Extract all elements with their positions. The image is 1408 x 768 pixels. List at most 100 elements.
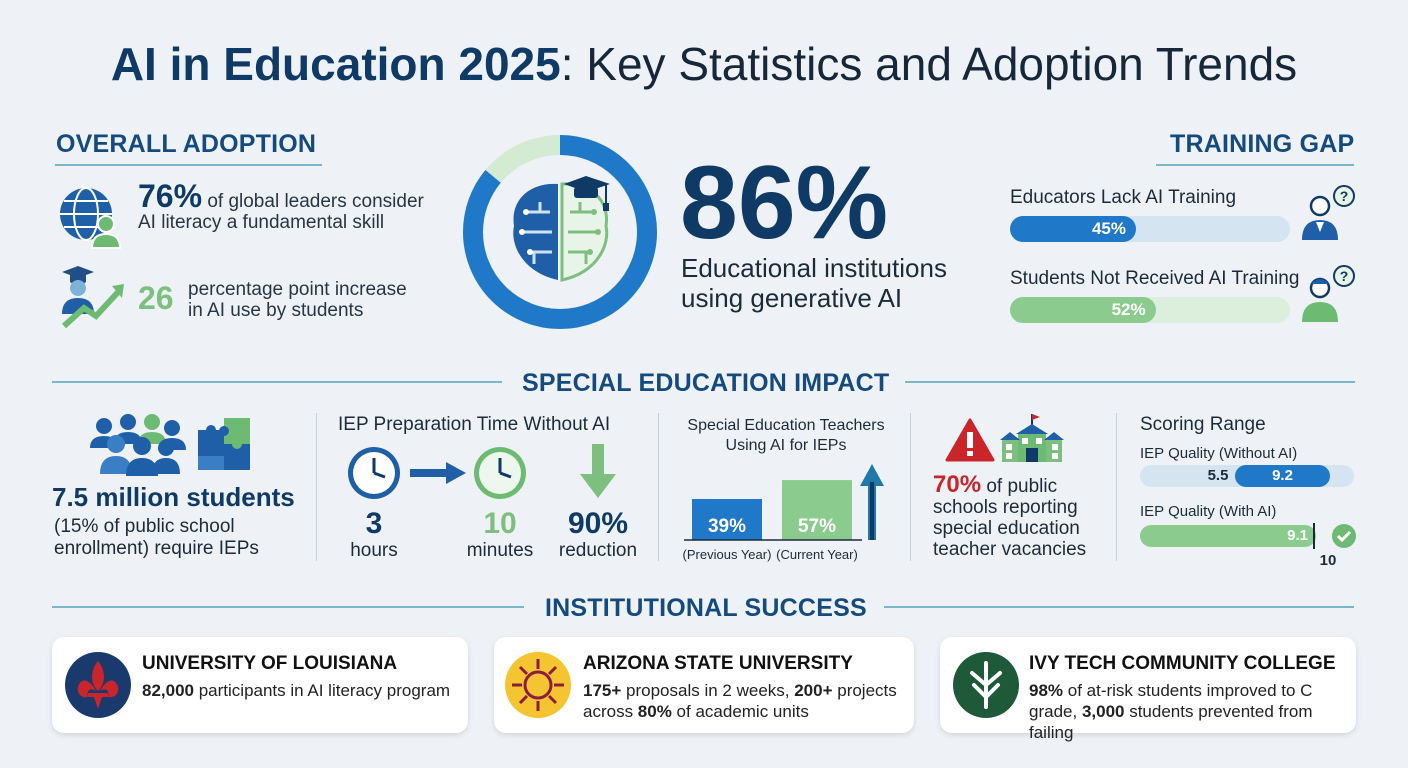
teachers-ai-bar-chart: 39% 57% (Previous Year) (Current Year) [683, 464, 884, 562]
institutions-description: Educational institutions using generativ… [681, 253, 981, 313]
vacancies-text-a: of public [986, 476, 1058, 497]
special-ed-heading: SPECIAL EDUCATION IMPACT [522, 369, 890, 397]
clock-icon [474, 447, 526, 499]
center-desc-b: using generative AI [681, 283, 903, 313]
teachers-bar-previous [692, 498, 762, 540]
overall-adoption-heading: OVERALL ADOPTION [56, 130, 317, 158]
teachers-bar-current [782, 480, 852, 540]
page-title: AI in Education 2025: Key Statistics and… [0, 36, 1408, 92]
card2-b3: 80% [637, 702, 672, 721]
card2-t1: proposals in 2 weeks, [621, 681, 795, 700]
ring-fill [463, 135, 657, 329]
with-ai-max: 10 [1319, 552, 1337, 569]
student-question-icon: ? [1302, 265, 1355, 322]
teacher-question-icon: ? [1302, 185, 1355, 240]
training-bar-label-0: Educators Lack AI Training [1010, 187, 1237, 208]
puzzle-icon [198, 418, 250, 470]
without-ai-low: 5.5 [1207, 467, 1229, 484]
institutions-percentage: 86% [680, 145, 889, 261]
iep-after-value: 10 [483, 507, 517, 540]
card3-line2-pre: grade, [1029, 702, 1082, 721]
adoption-ring-chart [463, 135, 657, 329]
students-iep-value: 7.5 million students [52, 482, 295, 512]
scoring-range-title: Scoring Range [1140, 414, 1266, 435]
teachers-ai-title: Special Education Teachers Using AI for … [668, 416, 904, 456]
graduate-growth-icon [61, 266, 124, 329]
card1-b1: 82,000 [142, 681, 194, 700]
school-icon [1000, 414, 1064, 462]
card2-t2: projects [832, 681, 897, 700]
title-part2: : Key Statistics and Adoption Trends [560, 38, 1298, 90]
card1-t1: participants in AI literacy program [194, 681, 451, 700]
card3-t2: students prevented from failing [1029, 702, 1313, 742]
column-divider-1 [316, 413, 317, 561]
teachers-bar-label-1: (Current Year) [776, 547, 858, 562]
center-desc-a: Educational institutions [681, 253, 947, 283]
graduation-cap-icon [564, 176, 610, 211]
stat1-text-a: of global leaders consider [207, 191, 424, 212]
stat-global-leaders: 76% of global leaders consider AI litera… [138, 180, 458, 233]
card2-b1: 175+ [583, 681, 622, 700]
arrow-right-icon [410, 462, 466, 484]
card3-text: 98% of at-risk students improved to C gr… [1029, 680, 1351, 743]
teachers-title-a: Special Education Teachers [687, 417, 885, 434]
stat-student-ai-use: percentage point increase in AI use by s… [188, 279, 448, 321]
institutional-rule-left [52, 606, 524, 608]
card-ivy-tech: IVY TECH COMMUNITY COLLEGE 98% of at-ris… [940, 637, 1356, 742]
vacancies-value: 70% [933, 471, 982, 498]
warning-icon [945, 418, 995, 462]
card2-line2-pre: across [583, 702, 638, 721]
iep-before-unit: hours [350, 540, 398, 561]
card3-b1: 98% [1029, 681, 1064, 700]
iep-prep-title: IEP Preparation Time Without AI [338, 414, 611, 435]
without-ai-high: 9.2 [1272, 467, 1293, 484]
stat2-value: 26 [138, 280, 174, 316]
card1-name: UNIVERSITY OF LOUISIANA [142, 653, 398, 674]
ivy-tech-logo-icon [953, 652, 1019, 718]
vacancies-text-c: special education [933, 518, 1080, 539]
column-divider-4 [1116, 413, 1117, 561]
training-heading-underline [1156, 164, 1354, 166]
training-gap-heading: TRAINING GAP [1170, 130, 1355, 158]
students-text-b: enrollment) require IEPs [54, 538, 259, 559]
card2-t3: of academic units [671, 702, 809, 721]
sun-icon [505, 652, 571, 718]
people-group-icon [90, 414, 186, 476]
teachers-title-b: Using AI for IEPs [725, 437, 847, 454]
training-bar-fill-1: 52% [1010, 297, 1156, 323]
training-bar-fill-0: 45% [1010, 216, 1136, 242]
training-bar-track-0: 45% [1010, 216, 1290, 242]
teachers-bar-value-1: 57% [798, 516, 836, 537]
stat1-value: 76% [138, 178, 203, 214]
iep-quality-with-label: IEP Quality (With AI) [1140, 503, 1277, 520]
brain-circuit-icon [513, 182, 609, 282]
card3-name: IVY TECH COMMUNITY COLLEGE [1029, 653, 1336, 674]
fleur-de-lis-icon [65, 652, 131, 718]
students-text-a: (15% of public school [54, 516, 235, 537]
card3-t1: of at-risk students improved to C [1063, 681, 1313, 700]
arrow-down-icon [580, 444, 616, 498]
stat2-text-a: percentage point increase [188, 279, 407, 300]
card-university-louisiana: UNIVERSITY OF LOUISIANA 82,000 participa… [52, 637, 468, 733]
vacancies-stat: 70% of public schools reporting special … [933, 471, 1103, 561]
globe-user-icon [60, 187, 122, 249]
students-iep-desc: (15% of public school enrollment) requir… [54, 516, 259, 560]
card1-text: 82,000 participants in AI literacy progr… [142, 680, 462, 701]
special-ed-rule-right [905, 381, 1355, 383]
iep-before-value: 3 [365, 507, 383, 540]
with-ai-max-marker [1313, 523, 1315, 549]
iep-quality-without-label: IEP Quality (Without AI) [1140, 445, 1298, 462]
iep-reduction-unit: reduction [558, 540, 638, 561]
special-ed-rule-left [52, 381, 502, 383]
training-bar-value-0: 45% [1091, 219, 1126, 238]
card-arizona-state: ARIZONA STATE UNIVERSITY 175+ proposals … [494, 637, 914, 733]
check-icon [1332, 524, 1356, 548]
clock-icon [348, 447, 400, 499]
card2-text: 175+ proposals in 2 weeks, 200+ projects… [583, 680, 908, 722]
without-ai-range-fill: 9.2 [1235, 465, 1330, 487]
stat2-text-b: in AI use by students [188, 300, 364, 321]
training-bar-value-1: 52% [1111, 300, 1146, 319]
svg-text:?: ? [1340, 188, 1349, 204]
with-ai-value: 9.1 [1287, 527, 1308, 544]
teachers-bar-label-0: (Previous Year) [683, 547, 772, 562]
